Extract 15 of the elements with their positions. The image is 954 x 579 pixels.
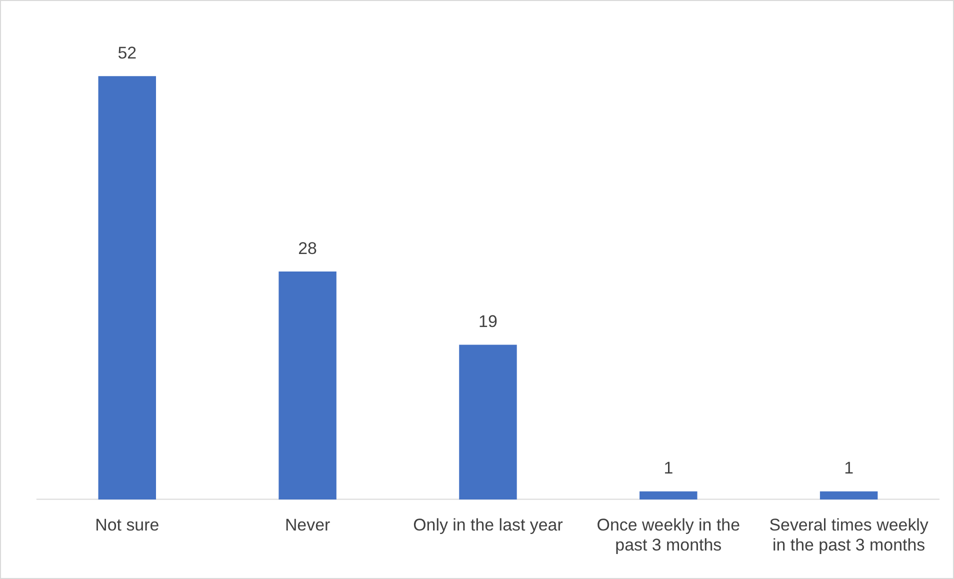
data-label: 1 (844, 458, 854, 478)
data-label: 19 (478, 312, 498, 332)
x-tick-label: Several times weekly in the past 3 months (769, 515, 929, 555)
x-tick-label: Only in the last year (413, 515, 564, 534)
data-label: 1 (664, 458, 674, 478)
bar (820, 491, 878, 500)
x-tick-label: Never (284, 515, 331, 534)
x-tick-label: Not sure (95, 515, 160, 534)
bar (640, 491, 698, 500)
x-tick-label: Once weekly in the past 3 months (596, 515, 740, 555)
data-label: 28 (298, 238, 317, 258)
data-label: 52 (118, 43, 137, 62)
bar (278, 272, 336, 500)
bar (98, 76, 156, 500)
bar (459, 344, 517, 500)
